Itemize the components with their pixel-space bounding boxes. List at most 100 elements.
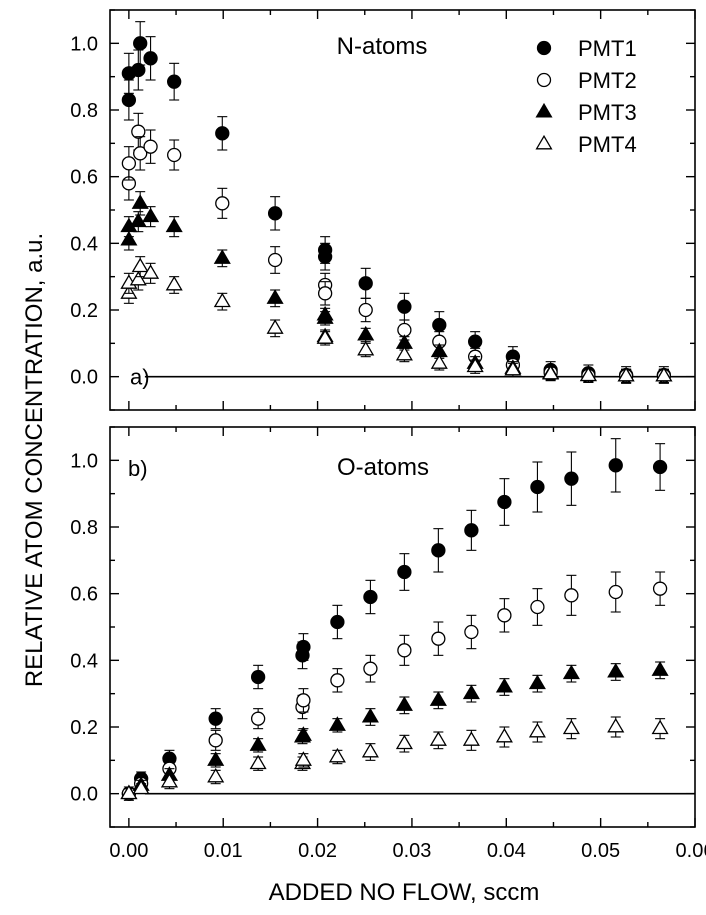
- data-point: [562, 664, 580, 680]
- data-point: [131, 257, 149, 273]
- data-point: [562, 719, 580, 735]
- data-point: [296, 693, 311, 708]
- data-point: [358, 302, 373, 318]
- panel-b-x-tick-label: 0.04: [487, 840, 526, 862]
- data-point: [497, 608, 512, 623]
- data-point: [361, 707, 379, 723]
- data-point: [131, 194, 149, 209]
- data-point: [132, 779, 150, 795]
- x-axis-label: ADDED NO FLOW, sccm: [269, 879, 540, 906]
- data-point: [363, 589, 378, 605]
- panel-b-y-tick-label: 0.4: [70, 650, 98, 672]
- panel-b-x-tick-label: 0.06: [676, 840, 706, 862]
- data-point: [208, 711, 223, 726]
- panel-b-x-tick-label: 0.00: [109, 840, 148, 862]
- data-point: [213, 249, 231, 264]
- data-point: [215, 126, 230, 141]
- data-point: [328, 747, 346, 763]
- data-point: [431, 631, 446, 646]
- data-point: [121, 92, 137, 108]
- data-point: [143, 51, 158, 66]
- data-point: [357, 340, 375, 356]
- data-point: [607, 662, 625, 678]
- legend-marker: [536, 72, 552, 88]
- panel-b-title: O-atoms: [337, 454, 429, 481]
- data-point: [249, 754, 267, 770]
- data-point: [497, 494, 512, 510]
- data-point: [207, 767, 225, 783]
- data-point: [165, 217, 183, 233]
- panel-b-o-atoms: 0.0 0.2 0.4 0.6 0.8 1.0 0.00 0.01 0.02 0.03 0.04 0.…: [70, 426, 706, 862]
- data-point: [564, 588, 579, 603]
- panel-b-y-tick-label: 0.0: [70, 784, 98, 806]
- panel-a-n-atoms: 0.0 0.2 0.4 0.6 0.8 1.0 N-atoms a): [70, 9, 696, 411]
- data-point: [317, 286, 333, 301]
- data-point: [316, 329, 334, 344]
- panel-b-x-tick-label: 0.01: [204, 840, 243, 862]
- panel-b-y-tick-label: 0.8: [70, 517, 98, 539]
- data-point: [330, 614, 345, 630]
- panel-b-frame: [109, 426, 696, 828]
- legend-label: PMT4: [578, 132, 637, 157]
- data-point: [208, 733, 223, 748]
- data-point: [357, 325, 375, 341]
- data-point: [294, 726, 312, 741]
- data-point: [462, 731, 480, 746]
- data-point: [395, 696, 413, 711]
- data-point: [564, 471, 579, 486]
- panel-b-series-pmt3: [120, 661, 669, 800]
- data-point: [429, 691, 447, 706]
- data-point: [395, 345, 413, 361]
- panel-a-series-pmt3: [120, 191, 673, 384]
- data-point: [579, 366, 597, 382]
- panel-a-label: a): [130, 365, 150, 390]
- data-point: [267, 252, 283, 268]
- data-point: [464, 624, 479, 640]
- panel-b-series-pmt2: [121, 571, 668, 801]
- data-point: [143, 139, 158, 154]
- panel-b-series-pmt1: [121, 438, 668, 801]
- data-point: [361, 742, 379, 758]
- data-point: [120, 784, 138, 800]
- data-point: [655, 366, 673, 382]
- data-point: [466, 357, 484, 373]
- panel-b-x-tick-label: 0.05: [581, 840, 620, 862]
- data-point: [468, 334, 483, 349]
- data-point: [617, 366, 635, 382]
- panel-b-y-tick-label: 0.6: [70, 584, 98, 606]
- data-point: [120, 230, 138, 246]
- data-point: [213, 292, 231, 308]
- data-point: [652, 581, 668, 596]
- data-point: [328, 716, 346, 731]
- data-point: [504, 360, 522, 376]
- data-point: [330, 673, 345, 688]
- data-point: [207, 751, 225, 766]
- panel-a-y-tick-label: 0.0: [70, 367, 98, 389]
- legend-marker: [535, 134, 553, 150]
- data-point: [250, 711, 266, 726]
- data-point: [167, 147, 182, 163]
- data-point: [608, 458, 623, 473]
- data-point: [608, 584, 623, 600]
- legend-label: PMT1: [578, 36, 637, 61]
- data-point: [142, 207, 160, 223]
- data-point: [215, 196, 230, 211]
- legend-marker: [536, 40, 552, 56]
- data-point: [129, 212, 147, 228]
- data-point: [250, 669, 266, 685]
- data-point: [395, 734, 413, 750]
- data-point: [462, 684, 480, 700]
- data-point: [651, 719, 669, 735]
- data-point: [142, 264, 160, 279]
- data-point: [160, 772, 179, 788]
- data-point: [167, 74, 182, 89]
- panel-a-y-tick-label: 0.4: [70, 233, 98, 255]
- data-point: [528, 674, 546, 690]
- panel-a-y-tick-label: 0.6: [70, 167, 98, 189]
- data-point: [129, 270, 147, 286]
- legend-marker: [535, 102, 553, 118]
- panel-a-y-tick-label: 0.2: [70, 300, 98, 322]
- data-point: [316, 309, 334, 324]
- data-point: [542, 364, 560, 380]
